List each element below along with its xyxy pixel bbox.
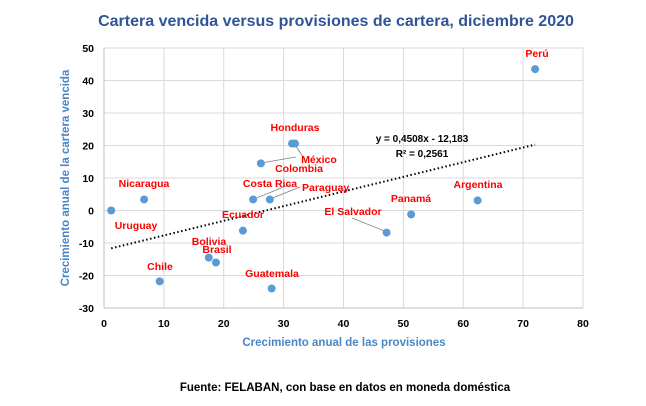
data-point (256, 159, 265, 168)
point-label: Argentina (453, 179, 502, 191)
source-note: Fuente: FELABAN, con base en datos en mo… (180, 382, 511, 394)
y-tick-label: 30 (82, 108, 94, 120)
x-tick-label: 30 (278, 318, 290, 330)
point-label: Nicaragua (119, 178, 170, 190)
leader-line (269, 186, 301, 200)
axes (103, 48, 583, 309)
data-point (291, 139, 300, 148)
point-label: El Salvador (324, 206, 381, 218)
data-point (531, 65, 540, 74)
data-points (107, 65, 540, 293)
y-tick-label: 40 (82, 76, 94, 88)
point-label: Honduras (270, 122, 319, 134)
x-tick-label: 50 (398, 318, 410, 330)
leader-lines (253, 142, 388, 233)
data-point (140, 195, 149, 204)
data-point (238, 226, 247, 235)
trendline-group (110, 143, 536, 250)
y-tick-label: -30 (79, 303, 94, 315)
leader-line (260, 156, 297, 164)
y-tick-labels: -30 -20 -10 0 10 20 30 40 50 (79, 43, 94, 315)
x-tick-label: 0 (101, 318, 107, 330)
point-label: Panamá (391, 193, 431, 205)
point-label: Costa Rica (243, 178, 297, 190)
data-point (155, 277, 164, 286)
leader-line (351, 217, 388, 233)
x-tick-label: 40 (338, 318, 350, 330)
x-axis-label: Crecimiento anual de las provisiones (242, 337, 445, 349)
data-point (407, 210, 416, 219)
gridlines (103, 47, 584, 309)
x-tick-label: 80 (577, 318, 589, 330)
point-label: Paraguay (302, 182, 349, 194)
trendline (110, 143, 536, 250)
point-label: Bolivia (192, 236, 227, 248)
point-label: Perú (525, 48, 548, 60)
data-point (107, 206, 116, 215)
x-tick-label: 10 (158, 318, 170, 330)
y-tick-label: 20 (82, 141, 94, 153)
x-tick-label: 60 (457, 318, 469, 330)
point-label: Colombia (275, 163, 323, 175)
data-point (204, 253, 213, 262)
y-tick-label: -10 (79, 238, 94, 250)
point-label: Brasil (202, 244, 231, 256)
point-label: México (301, 154, 337, 166)
y-axis-label: Crecimiento anual de la cartera vencida (60, 69, 72, 286)
point-label: Uruguay (115, 220, 158, 232)
data-point (265, 195, 274, 204)
y-tick-label: 0 (88, 206, 94, 218)
leader-line (253, 183, 292, 200)
point-label: Ecuador (222, 209, 264, 221)
data-point (211, 258, 220, 267)
data-point (473, 196, 482, 205)
trendline-equation: y = 0,4508x - 12,183 (376, 134, 469, 145)
chart-title: Cartera vencida versus provisiones de ca… (98, 13, 574, 30)
point-label: Chile (147, 261, 173, 273)
y-tick-label: 50 (82, 43, 94, 55)
y-tick-label: -20 (79, 271, 94, 283)
x-tick-label: 20 (218, 318, 230, 330)
point-label: Guatemala (245, 268, 299, 280)
x-tick-labels: 0 10 20 30 40 50 60 70 80 (101, 318, 589, 330)
data-point (382, 228, 391, 237)
trendline-r-squared: R² = 0,2561 (396, 149, 449, 160)
data-point (267, 284, 276, 293)
data-point (249, 195, 258, 204)
y-tick-label: 10 (82, 173, 94, 185)
x-tick-label: 70 (517, 318, 529, 330)
